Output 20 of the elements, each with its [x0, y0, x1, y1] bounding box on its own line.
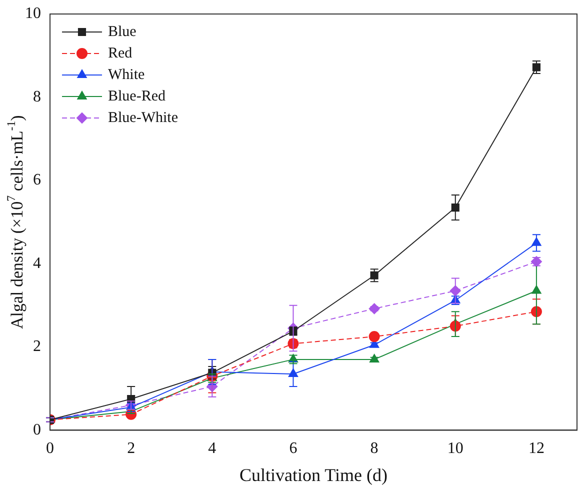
legend-label: Blue-Red [108, 88, 166, 104]
legend-label: Blue [108, 24, 137, 40]
x-tick-label: 6 [289, 440, 298, 458]
x-tick-label: 4 [208, 440, 216, 458]
legend-label: Blue-White [108, 110, 178, 126]
y-tick-label: 0 [33, 421, 41, 438]
x-tick-label: 12 [528, 440, 544, 458]
y-tick-label: 6 [33, 172, 41, 189]
y-tick-label: 8 [33, 88, 41, 106]
x-tick-label: 2 [127, 440, 136, 458]
legend-label: Red [108, 45, 133, 62]
y-tick-label: 4 [33, 254, 41, 272]
y-tick-label: 2 [33, 338, 41, 356]
y-tick-label: 10 [25, 5, 41, 22]
x-tick-label: 0 [46, 440, 54, 458]
x-tick-label: 8 [370, 440, 378, 458]
y-axis-title: Algal density (×107 cells·mL-1) [4, 115, 26, 330]
x-tick-label: 10 [447, 440, 464, 458]
legend-label: White [108, 66, 145, 83]
x-axis-title: Cultivation Time (d) [239, 464, 388, 485]
